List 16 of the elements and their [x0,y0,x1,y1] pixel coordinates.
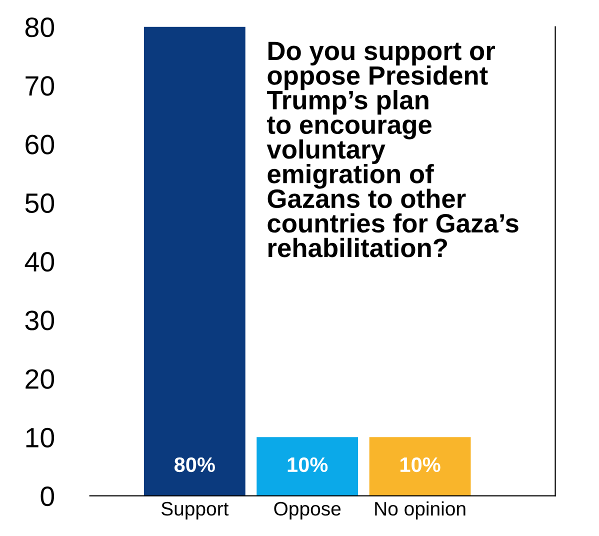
y-tick-label: 20 [26,369,54,389]
chart-title: Do you support or oppose President Trump’s plan to encourage voluntary emigration of Gazans to other countries for Gaza’s rehabilitation? [266,42,518,258]
y-tick-label: 80 [25,17,54,38]
y-tick-label: 30 [25,310,54,330]
y-tick-label: 10 [26,428,54,448]
y-tick-label: 0 [40,486,54,506]
x-tick-label: Oppose [274,502,341,520]
y-tick-label: 50 [25,193,54,214]
data-label: 80% [174,457,215,472]
y-tick-label: 40 [24,252,54,272]
x-tick-label: No opinion [375,501,466,520]
data-label: 10% [288,457,328,472]
x-tick-label: Support [161,502,229,520]
data-label: 10% [400,457,440,472]
y-tick-label: 70 [26,76,54,96]
y-tick-label: 60 [26,134,54,154]
